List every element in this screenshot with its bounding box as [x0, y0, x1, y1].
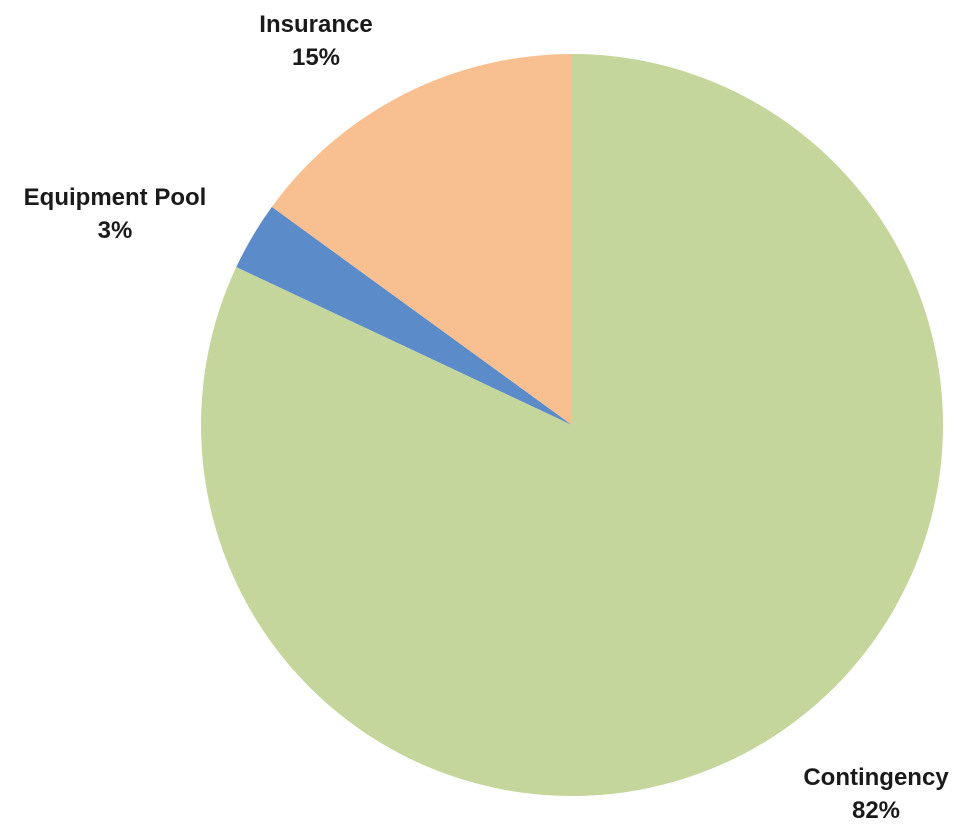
data-label-percent: 15%	[292, 44, 340, 71]
pie-slice-insurance	[271, 53, 572, 426]
pie-slices	[201, 53, 944, 797]
data-label-category: Contingency	[803, 764, 949, 791]
data-label-contingency: Contingency 82%	[803, 764, 949, 824]
data-label-category: Equipment Pool	[24, 184, 207, 211]
data-label-percent: 3%	[98, 217, 133, 244]
data-label-insurance: Insurance 15%	[259, 11, 372, 71]
pie-slice-contingency	[201, 53, 944, 797]
pie-labels: Contingency 82% Equipment Pool 3% Insurance 1…	[24, 11, 950, 824]
pie-slice-equipment-pool	[236, 206, 572, 425]
data-label-percent: 82%	[852, 797, 900, 824]
data-label-category: Insurance	[259, 11, 372, 38]
data-label-equipment-pool: Equipment Pool 3%	[24, 184, 207, 244]
